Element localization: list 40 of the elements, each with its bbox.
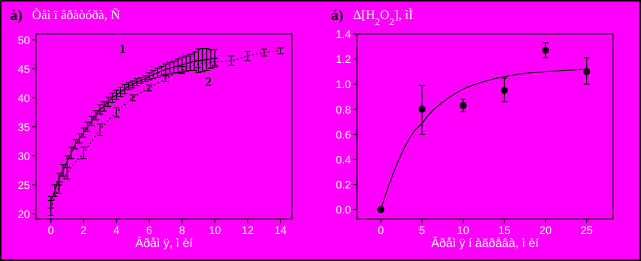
x-tick-label: 5: [418, 225, 426, 237]
y-tick-label: 1.0: [336, 79, 351, 92]
chart-title: à) Òåì ï åðàòóðà, Ñ: [10, 7, 121, 24]
point: [460, 102, 467, 109]
point: [500, 86, 508, 94]
x-tick-label: 0: [48, 225, 54, 237]
y-tick-label: 50: [18, 34, 30, 47]
point: [583, 68, 590, 76]
y-tick-label: 0.0: [336, 204, 351, 217]
x-tick-label: 8: [178, 225, 186, 237]
point: [542, 46, 549, 54]
y-tick-label: 25: [18, 180, 30, 192]
y-tick-label: 0.6: [336, 129, 351, 142]
x-tick-label: 12: [242, 225, 254, 237]
y-tick-label: 0.8: [336, 104, 351, 116]
x-tick-label: 25: [580, 225, 593, 237]
annotation: 1: [119, 41, 126, 56]
chart-title: á) Δ[H$_{2}$O$_{2}$], ìÌ: [331, 7, 413, 28]
y-tick-label: 40: [18, 92, 30, 105]
x-tick-label: 20: [539, 225, 552, 237]
x-tick-label: 2: [80, 225, 87, 237]
point: [418, 106, 426, 113]
x-tick-label: 15: [498, 225, 510, 237]
x-tick-label: 4: [113, 225, 120, 237]
x-axis-title: Âðåì ÿ í àãðåâà, ì èí: [431, 236, 540, 250]
x-axis-title: Âðåì ÿ, ì èí: [135, 236, 194, 250]
y-tick-label: 1.2: [336, 54, 351, 66]
y-tick-label: 45: [18, 64, 30, 76]
y-tick-label: 0.4: [336, 154, 351, 166]
y-tick-label: 30: [18, 150, 30, 163]
y-tick-label: 0.2: [336, 180, 351, 192]
x-tick-label: 0: [378, 225, 384, 237]
y-tick-label: 1.4: [336, 29, 351, 41]
x-tick-label: 10: [457, 225, 470, 237]
x-tick-label: 6: [146, 225, 152, 237]
x-tick-label: 10: [208, 225, 221, 237]
y-tick-label: 35: [18, 122, 30, 134]
x-tick-label: 14: [274, 225, 287, 237]
y-tick-label: 20: [18, 208, 30, 221]
annotation: 2: [205, 74, 212, 90]
